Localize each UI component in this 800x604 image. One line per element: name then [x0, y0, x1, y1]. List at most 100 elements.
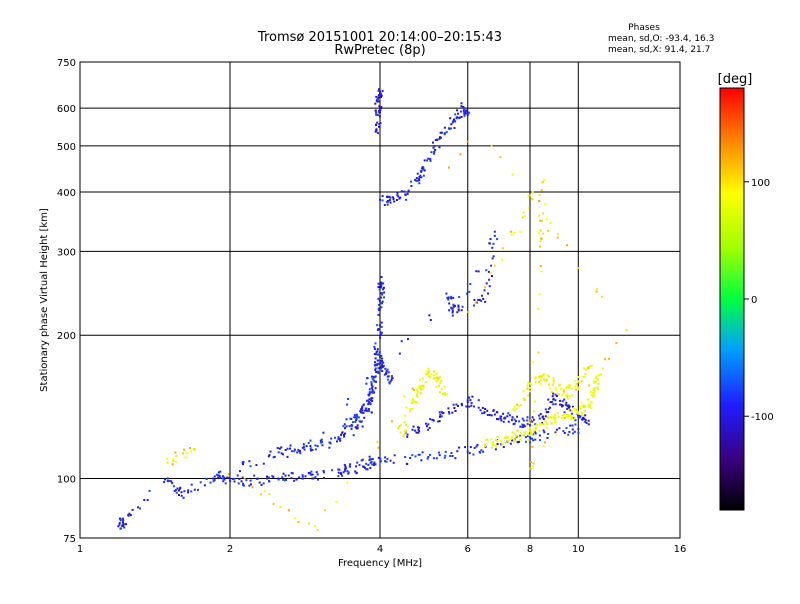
x-tick-label: 8	[527, 544, 533, 555]
data-point	[463, 107, 466, 110]
data-point	[500, 258, 503, 261]
data-point	[544, 408, 547, 411]
data-point	[507, 420, 510, 423]
data-point	[581, 414, 584, 416]
data-point	[431, 418, 434, 421]
data-point	[374, 463, 377, 466]
data-point	[538, 293, 541, 296]
data-point	[527, 435, 529, 438]
data-point	[592, 395, 595, 398]
data-point	[438, 391, 441, 394]
data-point	[398, 197, 401, 200]
data-point	[575, 383, 578, 385]
data-point	[427, 423, 430, 426]
data-point	[377, 367, 380, 370]
data-point	[415, 431, 418, 434]
data-point	[190, 450, 192, 453]
data-point	[515, 407, 518, 410]
data-point	[374, 363, 377, 366]
data-point	[453, 118, 455, 121]
data-point	[385, 371, 388, 374]
data-point	[508, 414, 511, 417]
data-point	[166, 480, 169, 483]
data-point	[360, 459, 363, 462]
data-point	[291, 472, 294, 475]
data-point	[463, 112, 466, 115]
data-point	[379, 122, 382, 125]
data-point	[534, 380, 537, 383]
data-point	[390, 379, 393, 381]
data-point	[479, 451, 482, 454]
data-point	[542, 429, 545, 432]
data-point	[576, 267, 579, 270]
data-point	[555, 428, 558, 431]
data-point	[379, 115, 381, 118]
data-point	[372, 379, 375, 382]
data-point	[376, 121, 379, 124]
data-point	[367, 408, 370, 410]
data-point	[438, 415, 441, 418]
data-point	[377, 96, 380, 99]
data-point	[459, 116, 461, 119]
data-point	[526, 424, 528, 427]
data-point	[383, 291, 386, 294]
data-point	[293, 448, 296, 451]
data-point	[521, 426, 524, 428]
data-point	[404, 456, 407, 459]
data-point	[175, 491, 178, 494]
data-point	[526, 423, 529, 426]
data-point	[538, 414, 540, 417]
data-point	[423, 169, 426, 172]
data-point	[366, 468, 369, 471]
data-point	[563, 411, 566, 414]
data-point	[550, 401, 553, 403]
data-point	[438, 454, 441, 457]
data-point	[168, 480, 171, 482]
data-point	[538, 194, 541, 197]
data-point	[452, 296, 455, 299]
data-point	[309, 472, 311, 474]
data-point	[559, 403, 561, 406]
data-point	[339, 437, 342, 440]
data-point	[566, 244, 568, 247]
data-point	[454, 410, 457, 412]
data-point	[597, 378, 600, 381]
data-point	[380, 367, 382, 370]
data-point	[499, 156, 502, 159]
data-point	[371, 391, 374, 394]
data-point	[311, 477, 314, 480]
data-point	[183, 490, 186, 493]
data-point	[445, 393, 448, 396]
data-point	[277, 478, 280, 481]
data-point	[516, 430, 519, 432]
data-point	[554, 403, 557, 406]
data-point	[588, 365, 591, 368]
data-point	[380, 325, 383, 328]
data-point	[438, 384, 440, 387]
data-point	[584, 419, 587, 421]
data-point	[180, 494, 183, 497]
data-point	[319, 441, 322, 444]
data-point	[562, 392, 565, 395]
data-point	[574, 408, 577, 411]
trace	[166, 144, 628, 531]
data-point	[356, 415, 359, 418]
data-point	[343, 423, 346, 426]
data-point	[226, 476, 229, 479]
data-point	[485, 282, 488, 285]
data-point	[231, 477, 234, 480]
data-point	[314, 448, 317, 451]
data-point	[560, 416, 563, 419]
data-point	[584, 373, 587, 376]
data-point	[552, 377, 555, 380]
data-point	[573, 430, 576, 433]
trace	[212, 458, 377, 487]
data-point	[472, 453, 475, 456]
colorbar-tick-label: 100	[751, 178, 770, 189]
data-point	[375, 353, 378, 356]
data-point	[317, 478, 319, 481]
data-point	[529, 423, 532, 426]
data-point	[519, 404, 522, 407]
colorbar-unit: [deg]	[718, 72, 753, 87]
data-point	[415, 177, 418, 180]
